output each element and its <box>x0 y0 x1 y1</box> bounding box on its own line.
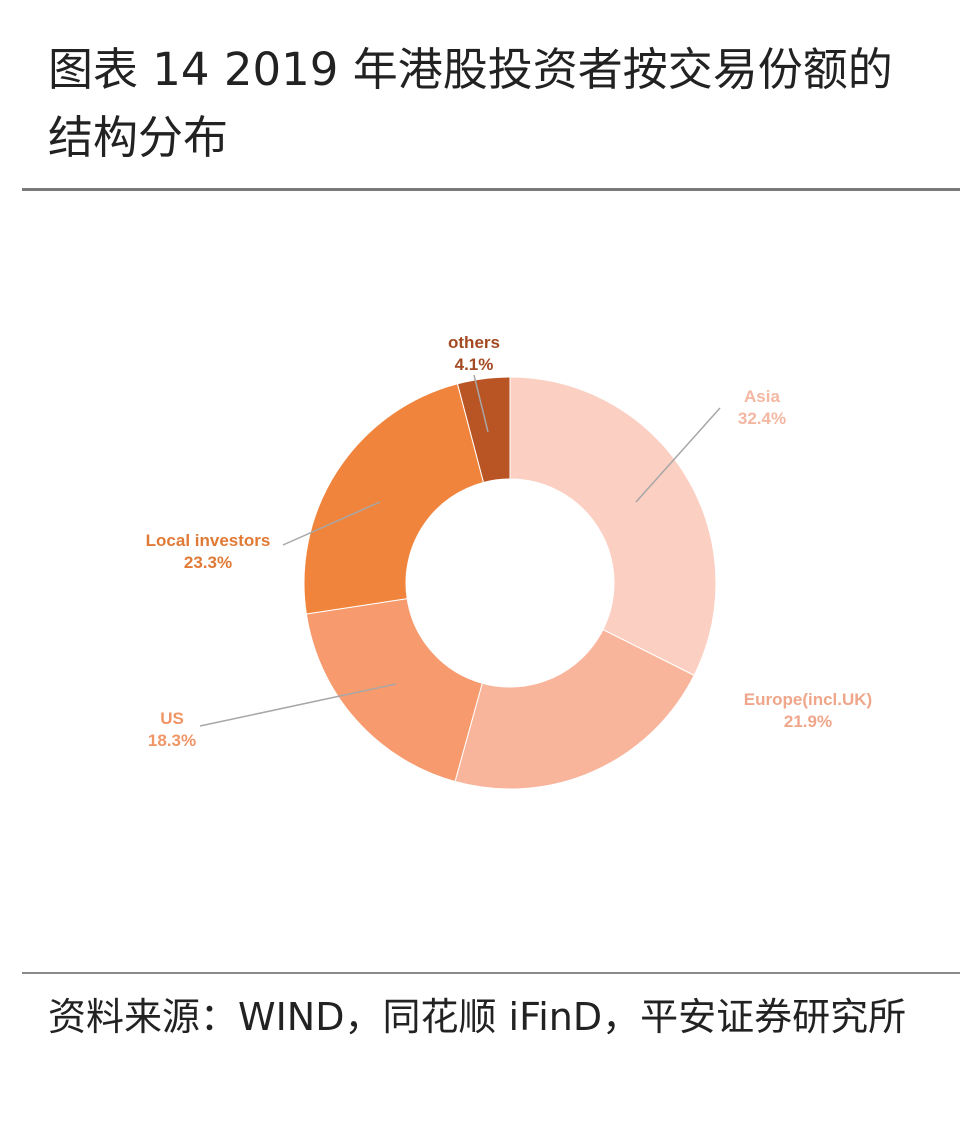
donut-slices <box>303 376 717 790</box>
slice-others <box>456 376 511 484</box>
slice-label-value-asia: 32.4% <box>738 409 786 428</box>
slice-label-name-asia: Asia <box>744 387 780 406</box>
slice-us <box>305 598 483 783</box>
slice-label-name-local: Local investors <box>146 531 271 550</box>
leader-lines <box>199 374 721 727</box>
slice-label-name-europe: Europe(incl.UK) <box>744 690 872 709</box>
source-divider <box>22 972 960 974</box>
slice-europe <box>454 628 695 790</box>
title-divider <box>22 188 960 191</box>
slice-label-name-others: others <box>448 333 500 352</box>
slice-labels: Asia 32.4% Europe(incl.UK) 21.9% US 18.3% Loca… <box>146 333 873 750</box>
slice-label-value-us: 18.3% <box>148 731 196 750</box>
leader-line-us <box>199 683 397 727</box>
slice-asia <box>509 376 717 677</box>
chart-title: 图表 14 2019 年港股投资者按交易份额的结构分布 <box>48 43 893 164</box>
slice-local <box>303 383 485 615</box>
slice-label-value-local: 23.3% <box>184 553 232 572</box>
source-note: 资料来源：WIND，同花顺 iFinD，平安证券研究所 <box>48 995 907 1039</box>
slice-label-value-europe: 21.9% <box>784 712 832 731</box>
leader-line-asia <box>635 407 721 503</box>
slice-label-name-us: US <box>160 709 184 728</box>
slice-label-value-others: 4.1% <box>455 355 494 374</box>
leader-line-local <box>282 501 381 546</box>
leader-line-others <box>473 374 489 433</box>
